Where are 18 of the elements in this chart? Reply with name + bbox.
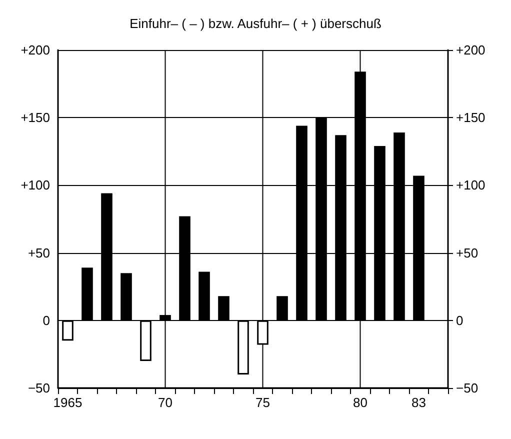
y2-tick-label: −50 <box>456 380 478 396</box>
y2-tick-label: +200 <box>456 42 486 58</box>
x-tick-label: 1965 <box>53 395 82 410</box>
y2-tick-label: +150 <box>456 110 486 126</box>
x-tick-label: 70 <box>158 395 172 410</box>
y-tick-label: 0 <box>42 312 50 328</box>
x-tick-label: 83 <box>412 395 426 410</box>
y-tick-label: +100 <box>20 178 50 193</box>
x-tick-label: 75 <box>256 395 270 410</box>
y2-tick-label: +100 <box>456 178 486 193</box>
y-tick-label: −50 <box>28 380 50 396</box>
y-tick-label: +200 <box>20 42 50 58</box>
chart-title: Einfuhr– ( – ) bzw. Ausfuhr– ( + ) überschuß <box>130 16 382 31</box>
x-tick-label: 80 <box>353 395 368 410</box>
y-tick-label: +150 <box>20 110 50 126</box>
y2-tick-label: +50 <box>456 245 478 260</box>
y2-tick-label: 0 <box>456 312 464 328</box>
y-tick-label: +50 <box>28 245 50 260</box>
